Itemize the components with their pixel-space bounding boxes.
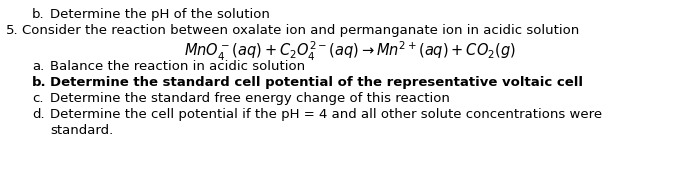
Text: Determine the standard cell potential of the representative voltaic cell: Determine the standard cell potential of… (50, 76, 583, 89)
Text: Consider the reaction between oxalate ion and permanganate ion in acidic solutio: Consider the reaction between oxalate io… (22, 24, 580, 37)
Text: c.: c. (32, 92, 43, 105)
Text: a.: a. (32, 60, 44, 73)
Text: b.: b. (32, 76, 47, 89)
Text: Determine the standard free energy change of this reaction: Determine the standard free energy chang… (50, 92, 450, 105)
Text: b.: b. (32, 8, 45, 21)
Text: Determine the cell potential if the pH = 4 and all other solute concentrations w: Determine the cell potential if the pH =… (50, 108, 602, 121)
Text: Determine the pH of the solution: Determine the pH of the solution (50, 8, 270, 21)
Text: Balance the reaction in acidic solution: Balance the reaction in acidic solution (50, 60, 305, 73)
Text: $MnO_4^-(aq) + C_2O_4^{2-}(aq) \rightarrow Mn^{2+}(aq) + CO_2(g)$: $MnO_4^-(aq) + C_2O_4^{2-}(aq) \rightarr… (184, 40, 516, 63)
Text: 5.: 5. (6, 24, 19, 37)
Text: d.: d. (32, 108, 45, 121)
Text: standard.: standard. (50, 124, 113, 137)
